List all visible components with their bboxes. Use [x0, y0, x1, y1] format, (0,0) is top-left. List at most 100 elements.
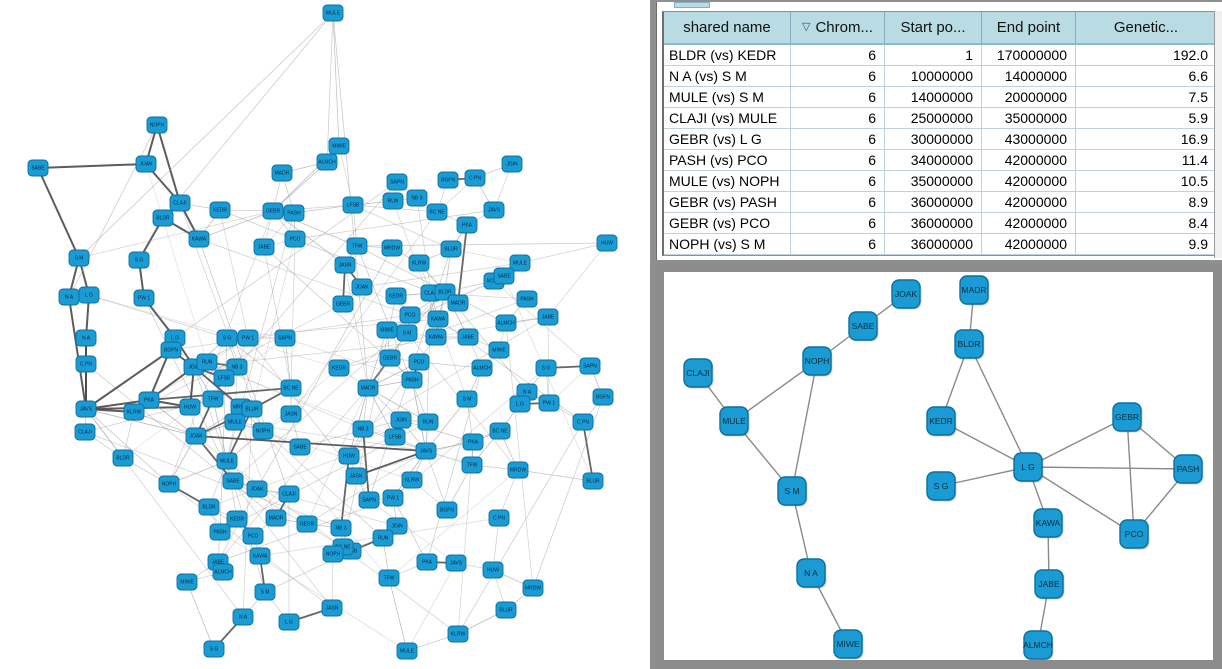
overview-node[interactable]: RUN: [417, 413, 439, 431]
overview-node[interactable]: PW 1: [538, 394, 560, 412]
overview-node[interactable]: ALMCH: [495, 314, 517, 332]
node-CLAJI[interactable]: CLAJI: [683, 358, 714, 389]
overview-node[interactable]: JASN: [334, 256, 356, 274]
overview-node[interactable]: HUW: [596, 234, 618, 252]
overview-node[interactable]: RUN: [372, 529, 394, 547]
overview-node[interactable]: NOPH: [158, 475, 180, 493]
detail-network-panel[interactable]: JOAK MADR SABE BLDR NOPH CLAJI MULE KEDR GEBR L G…: [655, 263, 1222, 669]
overview-network-panel[interactable]: MULE NOPH SABE JOAK CLAJI BLDR KEDR MADR GEBR PAS…: [0, 0, 650, 669]
cell-value[interactable]: 10000000: [885, 66, 982, 87]
table-row[interactable]: N A (vs) S M 6 10000000 14000000 6.6: [664, 66, 1216, 87]
cell-shared-name[interactable]: GEBR (vs) PCO: [664, 213, 791, 234]
cell-value[interactable]: 6: [791, 234, 885, 255]
overview-node[interactable]: MADR: [447, 294, 469, 312]
cell-value[interactable]: 6: [791, 213, 885, 234]
overview-node[interactable]: MRDW: [522, 579, 544, 597]
overview-node[interactable]: JGIN: [501, 155, 523, 173]
cell-value[interactable]: 6: [791, 66, 885, 87]
overview-node[interactable]: KEDR: [385, 287, 407, 305]
node-KEDR[interactable]: KEDR: [926, 406, 957, 437]
table-row[interactable]: NOPH (vs) S M 6 36000000 42000000 9.9: [664, 234, 1216, 255]
cell-shared-name[interactable]: GEBR (vs) L G: [664, 129, 791, 150]
cell-value[interactable]: 42000000: [982, 213, 1076, 234]
node-L G[interactable]: L G: [1013, 452, 1044, 483]
overview-node[interactable]: BLDR: [112, 449, 134, 467]
overview-node[interactable]: KEDR: [209, 201, 231, 219]
overview-node[interactable]: MADR: [271, 164, 293, 182]
edge-GEBR-PCO[interactable]: [1126, 416, 1135, 535]
overview-node[interactable]: KAWA: [249, 547, 271, 565]
overview-node[interactable]: KLRW: [447, 625, 469, 643]
cell-value[interactable]: 16.9: [1076, 129, 1216, 150]
overview-node[interactable]: BLDR: [152, 209, 174, 227]
overview-node[interactable]: TFW: [346, 237, 368, 255]
cell-value[interactable]: 35000000: [885, 171, 982, 192]
overview-node[interactable]: PCO: [399, 306, 421, 324]
cell-value[interactable]: 42000000: [982, 234, 1076, 255]
overview-node[interactable]: C PN: [488, 509, 510, 527]
overview-node[interactable]: JABE: [537, 308, 559, 326]
cell-value[interactable]: 6: [791, 108, 885, 129]
overview-node[interactable]: JAVS: [445, 554, 467, 572]
overview-node[interactable]: NB 3: [330, 519, 352, 537]
overview-node[interactable]: PKA: [138, 391, 160, 409]
cell-shared-name[interactable]: BLDR (vs) KEDR: [664, 45, 791, 66]
overview-node[interactable]: NOPH: [252, 422, 274, 440]
overview-node[interactable]: CLAJI: [278, 485, 300, 503]
cell-value[interactable]: 6: [791, 192, 885, 213]
overview-node[interactable]: BC NE: [489, 422, 511, 440]
overview-node[interactable]: PW 1: [133, 289, 155, 307]
table-row[interactable]: GEBR (vs) PASH 6 36000000 42000000 8.9: [664, 192, 1216, 213]
overview-node[interactable]: PCO: [284, 230, 306, 248]
overview-node[interactable]: GEBR: [332, 295, 354, 313]
node-N A[interactable]: N A: [796, 558, 827, 589]
edge-L G-PCO[interactable]: [1027, 466, 1135, 535]
cell-value[interactable]: 20000000: [982, 87, 1076, 108]
table-row[interactable]: BLDR (vs) KEDR 6 1 170000000 192.0: [664, 45, 1216, 66]
overview-node[interactable]: C PN: [572, 413, 594, 431]
node-ALMCH[interactable]: ALMCH: [1023, 630, 1054, 660]
overview-node[interactable]: JOAK: [185, 427, 207, 445]
node-S G[interactable]: S G: [926, 471, 957, 502]
node-GEBR[interactable]: GEBR: [1112, 402, 1143, 433]
overview-node[interactable]: PCO: [408, 353, 430, 371]
node-S M[interactable]: S M: [777, 476, 808, 507]
cell-value[interactable]: 6: [791, 87, 885, 108]
cell-value[interactable]: 10.5: [1076, 171, 1216, 192]
cell-value[interactable]: 14000000: [885, 87, 982, 108]
overview-node[interactable]: JASN: [321, 599, 343, 617]
cell-value[interactable]: 36000000: [885, 192, 982, 213]
overview-node[interactable]: ALMCH: [316, 153, 338, 171]
overview-node[interactable]: JOAK: [351, 278, 373, 296]
overview-node[interactable]: N A: [232, 608, 254, 626]
overview-node[interactable]: NOPH: [322, 545, 344, 563]
overview-node[interactable]: PKA: [456, 216, 478, 234]
node-KAWA[interactable]: KAWA: [1033, 508, 1064, 539]
overview-node[interactable]: GEBR: [379, 349, 401, 367]
cell-value[interactable]: 5.9: [1076, 108, 1216, 129]
cell-shared-name[interactable]: MULE (vs) NOPH: [664, 171, 791, 192]
overview-node[interactable]: MULE: [509, 254, 531, 272]
overview-node[interactable]: KAWA: [425, 328, 447, 346]
cell-shared-name[interactable]: N A (vs) S M: [664, 66, 791, 87]
edge-NOPH-S M[interactable]: [791, 360, 818, 492]
overview-node[interactable]: GEBR: [296, 515, 318, 533]
overview-node[interactable]: JGIN: [390, 411, 412, 429]
overview-node[interactable]: SAPN: [579, 357, 601, 375]
overview-node[interactable]: BGFN: [160, 341, 182, 359]
overview-node[interactable]: CLAJI: [74, 423, 96, 441]
overview-node[interactable]: NB 3: [406, 189, 428, 207]
cell-value[interactable]: 42000000: [982, 192, 1076, 213]
overview-node[interactable]: ALMCH: [471, 359, 493, 377]
overview-node[interactable]: PKA: [462, 433, 484, 451]
overview-node[interactable]: MIWE: [488, 341, 510, 359]
overview-node[interactable]: NB 3: [352, 420, 374, 438]
cell-value[interactable]: 7.5: [1076, 87, 1216, 108]
overview-node[interactable]: MULE: [224, 413, 246, 431]
node-SABE[interactable]: SABE: [848, 311, 879, 342]
overview-node[interactable]: RUN: [382, 192, 404, 210]
overview-node[interactable]: GEBR: [262, 202, 284, 220]
overview-node[interactable]: S M: [456, 390, 478, 408]
node-JABE[interactable]: JABE: [1034, 569, 1065, 600]
overview-node[interactable]: RUN: [196, 353, 218, 371]
